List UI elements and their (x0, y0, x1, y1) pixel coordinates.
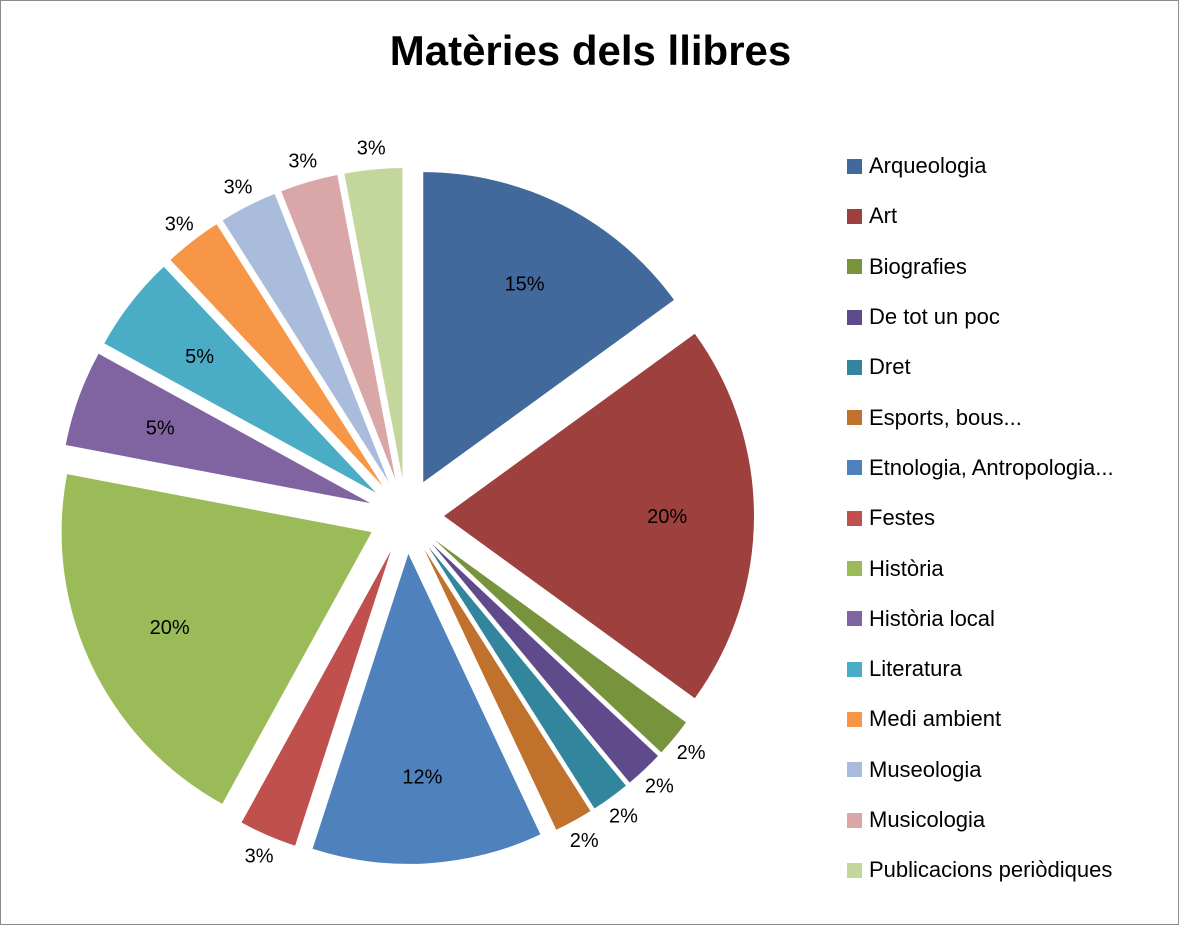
legend-item: Història (847, 543, 1114, 593)
pie-slice (432, 543, 658, 783)
legend-item: Publicacions periòdiques (847, 845, 1114, 895)
legend-swatch (847, 661, 862, 677)
legend-item: De tot un poc (847, 292, 1114, 342)
pie-slice (170, 224, 383, 486)
legend-label: Musicologia (869, 807, 986, 832)
data-label: 2% (570, 830, 599, 852)
legend-swatch (847, 862, 862, 878)
data-label: 2% (677, 742, 706, 764)
legend-label: Arqueologia (869, 153, 987, 179)
legend-label: Publicacions periòdiques (869, 857, 1113, 883)
legend-item: Biografies (847, 242, 1114, 292)
chart-title: Matèries dels llibres (389, 27, 792, 74)
data-label: 3% (165, 214, 194, 236)
pie-slice (65, 353, 371, 504)
pie-slice (281, 174, 396, 480)
legend: Arqueologia Art Biografies De tot un poc Dre… (847, 141, 1114, 895)
pie-slice (428, 546, 626, 809)
legend-label: De tot un poc (869, 304, 1000, 330)
legend-swatch (847, 259, 862, 275)
pie-chart: 15%20%2%2%2%2%12%3%20%5%5%3%3%3%3% (61, 138, 755, 868)
legend-swatch (847, 208, 862, 224)
legend-label: Museologia (869, 756, 982, 782)
legend-swatch (847, 158, 862, 174)
legend-label: Esports, bous... (869, 404, 1022, 430)
pie-slice (104, 266, 376, 493)
legend-item: Musicologia (847, 795, 1114, 845)
pie-slice (312, 553, 541, 864)
legend-label: Història local (869, 605, 995, 631)
legend-swatch (847, 460, 862, 476)
legend-item: Història local (847, 594, 1114, 644)
legend-item: Festes (847, 493, 1114, 543)
data-label: 2% (645, 776, 674, 798)
pie-slice (241, 550, 391, 846)
legend-label: Dret (869, 354, 911, 380)
legend-item: Esports, bous... (847, 392, 1114, 442)
pie-slice (424, 549, 591, 830)
legend-label: Art (869, 203, 898, 229)
legend-item: Art (847, 191, 1114, 241)
data-label: 12% (402, 767, 442, 789)
legend-swatch (847, 762, 862, 778)
pie-slice (423, 172, 675, 483)
pie-slice (435, 540, 687, 753)
data-label: 15% (505, 273, 545, 295)
legend-item: Arqueologia (847, 141, 1114, 191)
legend-item: Literatura (847, 644, 1114, 694)
legend-label: Història (869, 555, 944, 581)
legend-label: Medi ambient (869, 706, 1002, 732)
legend-swatch (847, 359, 862, 375)
legend-swatch (847, 309, 862, 325)
pie-slice (344, 168, 403, 479)
legend-label: Literatura (869, 656, 962, 682)
legend-item: Medi ambient (847, 694, 1114, 744)
legend-swatch (847, 410, 862, 426)
data-label: 3% (224, 176, 253, 198)
legend-swatch (847, 510, 862, 526)
pie-slice (222, 193, 389, 483)
data-label: 20% (150, 617, 190, 639)
pie-slice (444, 333, 755, 699)
data-label: 3% (357, 138, 386, 160)
legend-label: Festes (869, 505, 936, 531)
data-label: 3% (245, 846, 274, 868)
data-label: 2% (609, 805, 638, 827)
legend-item: Dret (847, 342, 1114, 392)
data-label: 5% (146, 418, 175, 440)
legend-swatch (847, 611, 862, 627)
legend-swatch (847, 812, 862, 828)
legend-item: Museologia (847, 745, 1114, 795)
data-label: 3% (288, 151, 317, 173)
legend-swatch (847, 711, 862, 727)
pie-slice (61, 474, 372, 804)
legend-swatch (847, 561, 862, 577)
legend-label: Biografies (869, 253, 967, 279)
data-label: 5% (185, 346, 214, 368)
legend-label: Etnologia, Antropologia... (869, 454, 1114, 480)
legend-item: Etnologia, Antropologia... (847, 443, 1114, 493)
data-label: 20% (647, 506, 687, 528)
